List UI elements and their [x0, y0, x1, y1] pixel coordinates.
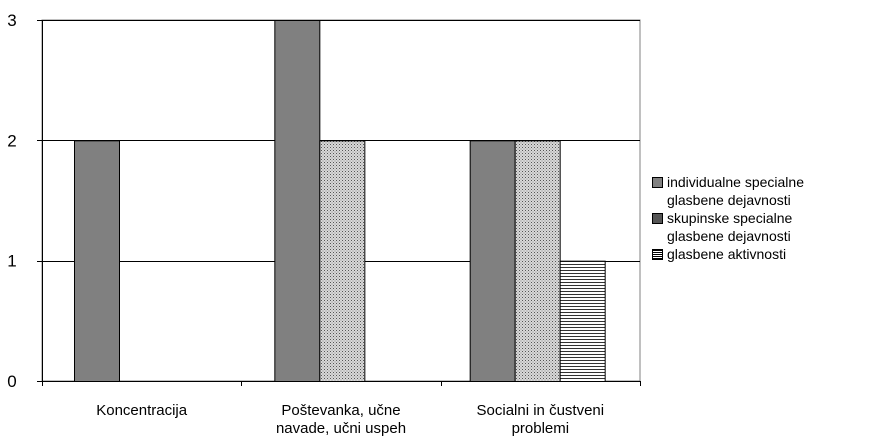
legend-item-1: individualne specialne glasbene dejavnost…	[651, 173, 866, 209]
x-tick-label: Poštevanka, učne navade, učni uspeh	[276, 402, 406, 437]
x-tick-label-line: Socialni in čustveni	[477, 402, 605, 419]
x-tick-label: Koncentracija	[96, 402, 188, 419]
legend-item-3: glasbene aktivnosti	[651, 245, 866, 263]
y-tick-label: 2	[7, 131, 16, 150]
legend-swatch	[652, 249, 663, 260]
bar-series-2-cat-3	[514, 140, 561, 382]
bar-series-1-cat-3	[469, 140, 516, 382]
legend-swatch	[652, 213, 663, 224]
x-tick-label-line: Poštevanka, učne	[281, 402, 400, 419]
legend-swatch	[652, 177, 663, 188]
bar-series-1-cat-1	[74, 140, 120, 382]
legend-label-line: glasbene aktivnosti	[667, 246, 787, 262]
bar-series-2-cat-2	[319, 140, 366, 382]
tick-labels: 0 1 2 3 Koncentracija Poštevanka, učne navade,…	[7, 11, 604, 437]
legend-label-line: glasbene dejavnosti	[667, 192, 791, 208]
y-tick-label: 3	[7, 11, 16, 30]
x-tick-label-line: navade, učni uspeh	[276, 420, 406, 437]
legend-label-line: glasbene dejavnosti	[667, 228, 791, 244]
bar-series-1-cat-2	[274, 20, 321, 382]
legend-label-line: skupinske specialne	[667, 210, 793, 226]
legend: individualne specialne glasbene dejavnost…	[651, 173, 866, 263]
x-tick-label-line: problemi	[512, 420, 570, 437]
y-tick-label: 0	[7, 372, 16, 391]
y-tick-label: 1	[7, 252, 16, 271]
bar-series-3-cat-3	[559, 260, 606, 382]
bars	[74, 20, 606, 382]
x-tick-label-line: Koncentracija	[96, 402, 188, 419]
axes	[37, 20, 641, 386]
legend-label-line: individualne specialne	[667, 174, 804, 190]
x-tick-label: Socialni in čustveni problemi	[477, 402, 605, 437]
legend-item-2: skupinske specialne glasbene dejavnosti	[651, 209, 866, 245]
